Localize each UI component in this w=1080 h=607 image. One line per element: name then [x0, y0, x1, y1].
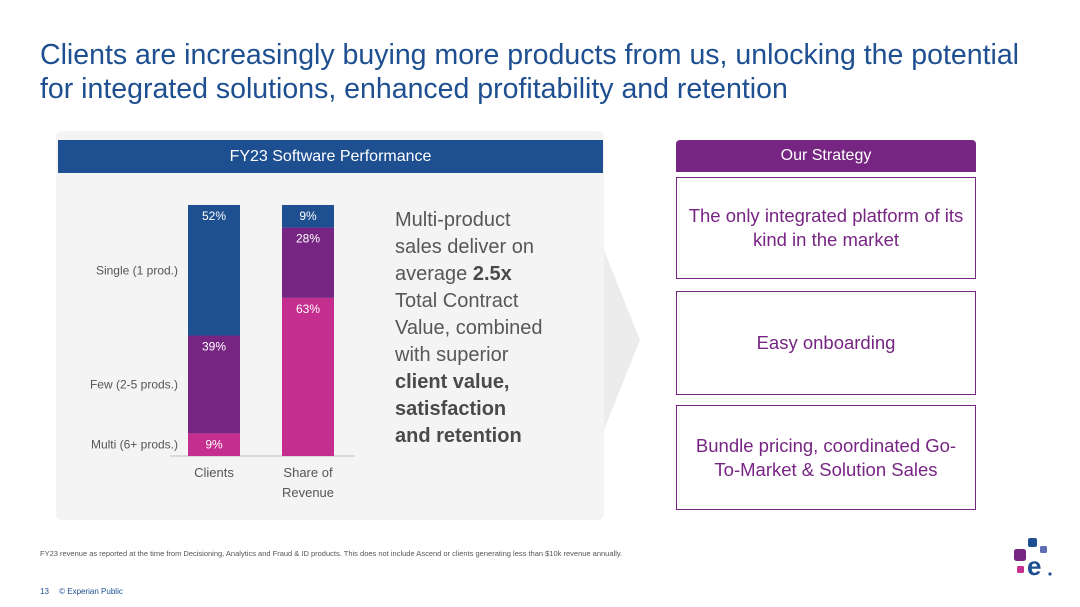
strategy-item-bundle-pricing: Bundle pricing, coordinated Go-To-Market… — [676, 405, 976, 510]
multi-product-description: Multi-product sales deliver on average 2… — [395, 207, 595, 450]
description-line: Total Contract — [395, 290, 519, 312]
description-line: average 2.5x — [395, 261, 595, 288]
legend-label: Multi (6+ prods.) — [91, 438, 178, 452]
footnote: FY23 revenue as reported at the time fro… — [40, 549, 623, 558]
bar-segment — [282, 205, 334, 228]
description-text: average — [395, 263, 473, 285]
legend-label: Few (2-5 prods.) — [90, 377, 178, 391]
classification-label: © Experian Public — [59, 587, 123, 596]
arrow-shape — [604, 250, 640, 430]
strategy-header: Our Strategy — [676, 140, 976, 172]
description-line: Value, combined — [395, 317, 543, 339]
page-number: 13 — [40, 587, 49, 596]
description-line-bold: client value, — [395, 371, 510, 393]
bar-segment — [188, 205, 240, 336]
description-line: Multi-product — [395, 209, 511, 231]
bar-segment — [188, 335, 240, 434]
description-line-bold: satisfaction — [395, 398, 507, 420]
category-label: Clients — [194, 465, 234, 480]
category-label: Share of — [283, 465, 333, 480]
data-label: 52% — [202, 209, 226, 223]
bar-segment — [282, 297, 334, 456]
strategy-item-onboarding: Easy onboarding — [676, 291, 976, 395]
description-line: sales deliver on — [395, 236, 534, 258]
bar-segment — [282, 227, 334, 298]
category-label: Revenue — [282, 485, 334, 500]
description-line-bold: and retention — [395, 425, 522, 447]
legend-label: Single (1 prod.) — [96, 263, 178, 277]
data-label: 28% — [296, 232, 320, 246]
bar-segment — [188, 433, 240, 456]
slide-title: Clients are increasingly buying more pro… — [40, 39, 1020, 105]
data-label: 39% — [202, 340, 226, 354]
experian-logo-icon: e — [1014, 538, 1052, 581]
data-label: 63% — [296, 302, 320, 316]
strategy-item-integrated-platform: The only integrated platform of its kind… — [676, 177, 976, 279]
data-label: 9% — [299, 209, 317, 223]
data-label: 9% — [205, 437, 223, 451]
multiplier-value: 2.5x — [472, 263, 512, 285]
stacked-bar-chart: 9% Multi (6+ prods.) 39% Few (2-5 prods.) 52… — [90, 205, 355, 500]
svg-text:e: e — [1027, 551, 1041, 581]
panel-header: FY23 Software Performance — [58, 140, 603, 173]
footer: 13 © Experian Public — [40, 587, 131, 596]
description-line: with superior — [395, 344, 509, 366]
